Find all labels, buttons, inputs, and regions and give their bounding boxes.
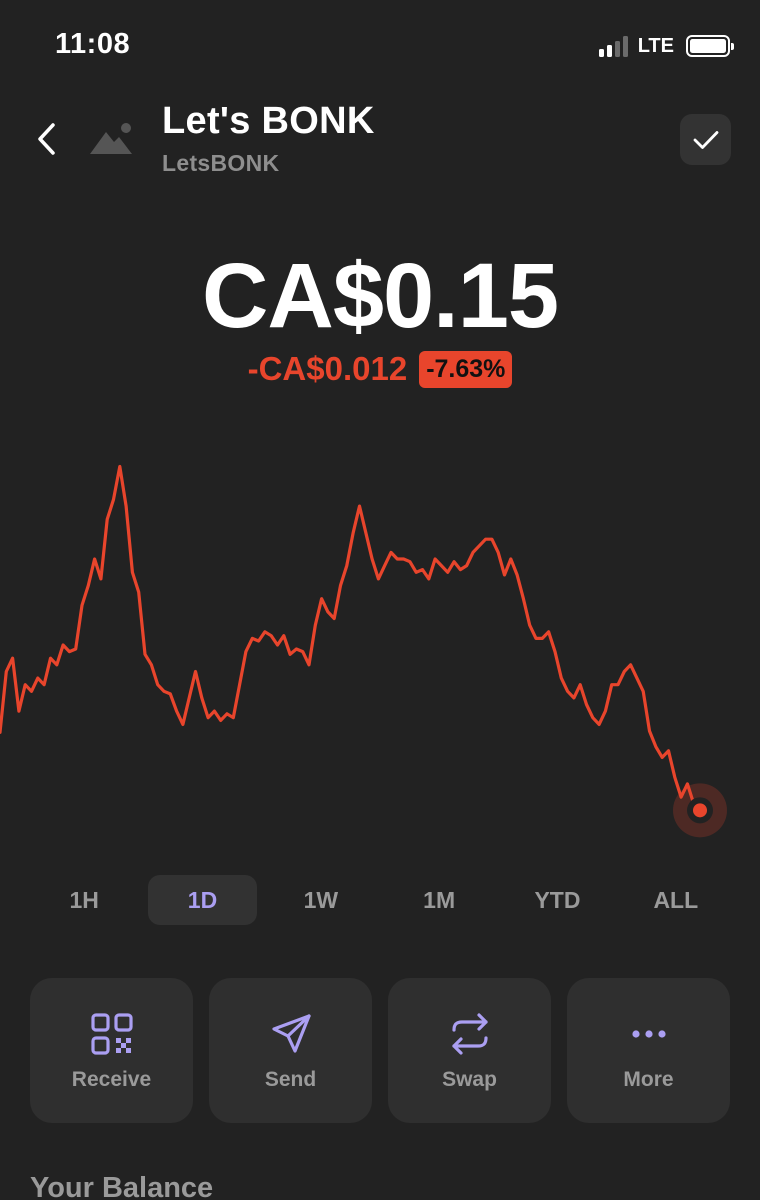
range-tab-1w[interactable]: 1W bbox=[303, 886, 339, 913]
status-time: 11:08 bbox=[55, 28, 131, 60]
checkmark-icon bbox=[693, 130, 718, 149]
network-type: LTE bbox=[637, 34, 674, 57]
price-change-row: -CA$0.012 -7.63% bbox=[0, 350, 760, 388]
status-indicators: LTE bbox=[598, 33, 734, 59]
qr-code-icon bbox=[88, 1010, 136, 1058]
percent-change-badge: -7.63% bbox=[419, 350, 513, 388]
more-button[interactable]: More bbox=[567, 978, 730, 1123]
time-range-tabs: 1H 1D 1W 1M YTD ALL bbox=[25, 875, 735, 925]
token-symbol: LetsBONK bbox=[162, 150, 280, 176]
price-chart[interactable] bbox=[0, 430, 760, 850]
receive-button[interactable]: Receive bbox=[30, 978, 193, 1123]
back-button[interactable] bbox=[24, 115, 68, 163]
more-label: More bbox=[623, 1067, 674, 1091]
watch-toggle-button[interactable] bbox=[680, 114, 731, 165]
range-tab-1d[interactable]: 1D bbox=[148, 875, 257, 925]
swap-arrows-icon bbox=[446, 1010, 494, 1058]
paper-plane-icon bbox=[267, 1010, 315, 1058]
send-label: Send bbox=[264, 1067, 317, 1091]
range-tab-ytd[interactable]: YTD bbox=[534, 886, 581, 913]
receive-label: Receive bbox=[71, 1067, 152, 1091]
battery-icon bbox=[686, 35, 734, 57]
ellipsis-icon bbox=[625, 1010, 673, 1058]
range-tab-1h[interactable]: 1H bbox=[69, 886, 99, 913]
swap-label: Swap bbox=[442, 1067, 497, 1091]
your-balance-heading: Your Balance bbox=[30, 1172, 214, 1200]
price-line bbox=[0, 464, 702, 812]
image-placeholder-icon bbox=[86, 118, 136, 158]
current-price-dot bbox=[693, 803, 707, 818]
token-price: CA$0.15 bbox=[201, 245, 559, 347]
swap-button[interactable]: Swap bbox=[388, 978, 551, 1123]
price-change: -CA$0.012 bbox=[247, 350, 408, 387]
send-button[interactable]: Send bbox=[209, 978, 372, 1123]
chevron-left-icon bbox=[38, 123, 55, 155]
status-bar: 11:08 LTE bbox=[0, 0, 760, 90]
token-name: Let's BONK bbox=[162, 100, 375, 142]
cellular-signal-icon bbox=[598, 35, 628, 57]
range-tab-all[interactable]: ALL bbox=[653, 886, 699, 913]
action-buttons: Receive Send Swap bbox=[30, 978, 730, 1123]
range-tab-1m[interactable]: 1M bbox=[423, 886, 456, 913]
